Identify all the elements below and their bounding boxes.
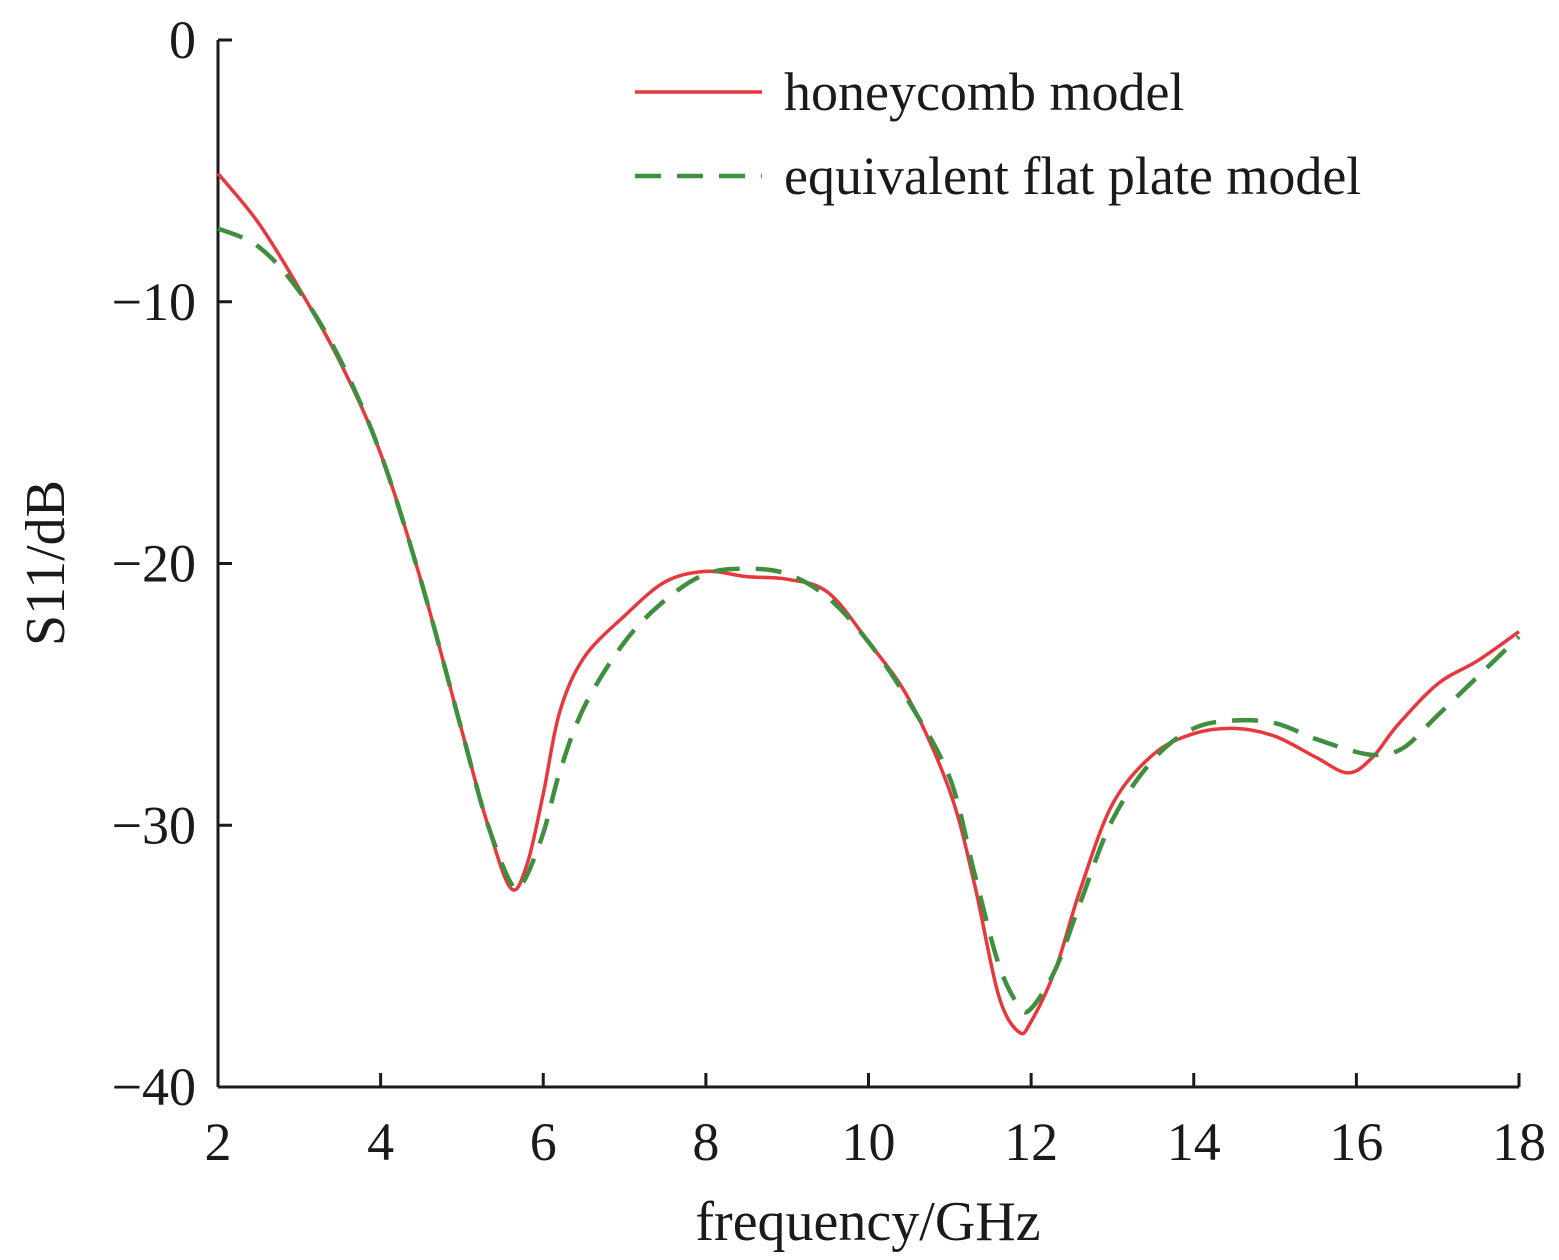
y-axis-title: S11/dB xyxy=(15,480,77,646)
x-tick-label-12: 12 xyxy=(1004,1112,1058,1172)
legend-label-flat-plate: equivalent flat plate model xyxy=(784,146,1361,206)
x-tick-label-6: 6 xyxy=(530,1112,557,1172)
ticks: 2 4 6 8 10 12 14 16 18 0 −10 −20 −30 −40 xyxy=(112,10,1546,1172)
y-tick-label--20: −20 xyxy=(112,534,196,594)
y-tick-label--30: −30 xyxy=(112,795,196,855)
x-axis-title: frequency/GHz xyxy=(695,1191,1040,1253)
series-layer xyxy=(216,172,1521,1036)
legend: honeycomb model equivalent flat plate mo… xyxy=(635,62,1361,206)
series-line-honeycomb xyxy=(216,172,1521,1036)
x-tick-label-4: 4 xyxy=(367,1112,394,1172)
series-line-flat-plate xyxy=(217,226,1521,1015)
x-tick-label-14: 14 xyxy=(1167,1112,1221,1172)
x-tick-label-2: 2 xyxy=(205,1112,232,1172)
x-tick-label-18: 18 xyxy=(1492,1112,1546,1172)
legend-label-honeycomb: honeycomb model xyxy=(784,62,1184,122)
x-tick-label-16: 16 xyxy=(1329,1112,1383,1172)
y-tick-label-0: 0 xyxy=(169,10,196,70)
x-tick-label-10: 10 xyxy=(842,1112,896,1172)
y-tick-label--10: −10 xyxy=(112,272,196,332)
y-tick-label--40: −40 xyxy=(112,1057,196,1117)
x-tick-label-8: 8 xyxy=(692,1112,719,1172)
